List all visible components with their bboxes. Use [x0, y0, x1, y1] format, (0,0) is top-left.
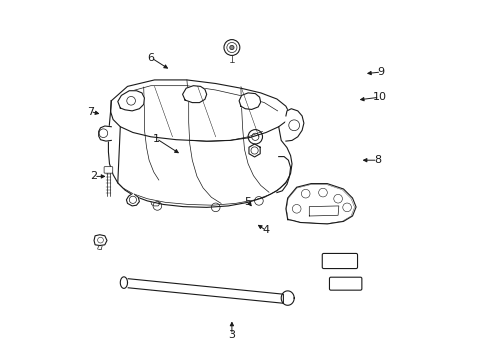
Polygon shape: [118, 91, 144, 111]
Polygon shape: [281, 291, 294, 305]
Text: 5: 5: [244, 197, 251, 207]
Polygon shape: [126, 194, 139, 206]
Polygon shape: [248, 144, 260, 157]
Polygon shape: [120, 277, 127, 288]
Polygon shape: [239, 93, 260, 109]
Polygon shape: [94, 235, 107, 246]
Text: 8: 8: [373, 155, 381, 165]
Polygon shape: [99, 126, 111, 141]
Polygon shape: [309, 206, 338, 216]
Polygon shape: [182, 86, 206, 103]
Text: 6: 6: [147, 53, 154, 63]
Text: 9: 9: [377, 67, 384, 77]
FancyBboxPatch shape: [104, 167, 113, 173]
Text: 1: 1: [152, 134, 160, 144]
Polygon shape: [285, 109, 303, 141]
Text: 3: 3: [228, 330, 235, 340]
Text: 7: 7: [87, 107, 94, 117]
Text: 4: 4: [262, 225, 269, 235]
FancyBboxPatch shape: [322, 253, 357, 269]
FancyBboxPatch shape: [329, 277, 361, 290]
Text: 10: 10: [372, 92, 386, 102]
Polygon shape: [285, 184, 355, 224]
Text: 2: 2: [90, 171, 98, 181]
Polygon shape: [128, 279, 283, 303]
Circle shape: [229, 45, 234, 50]
